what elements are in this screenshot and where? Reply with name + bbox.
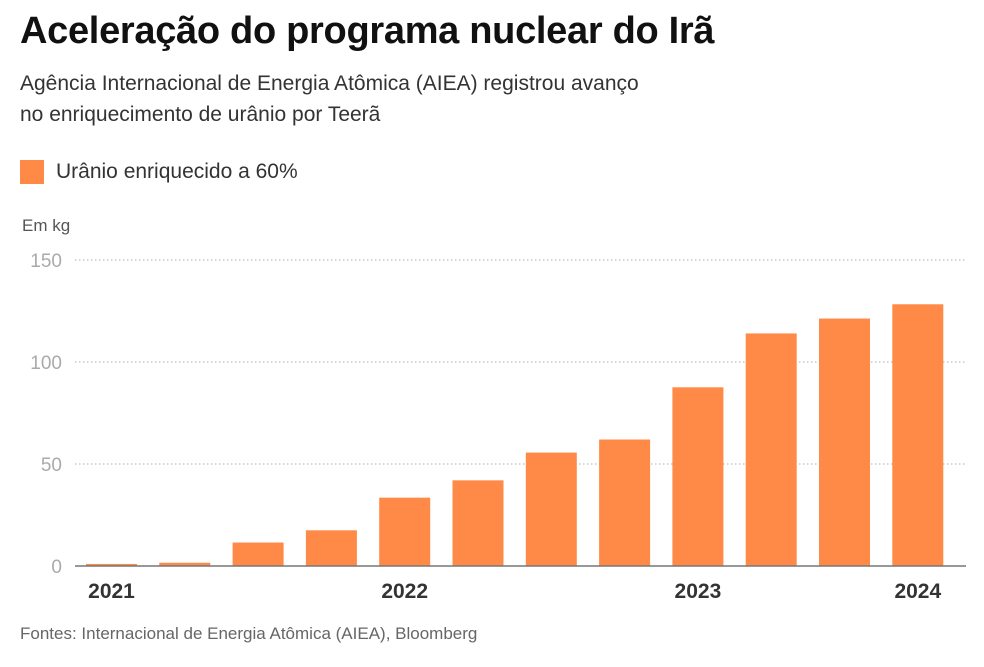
- legend-label: Urânio enriquecido a 60%: [56, 160, 298, 183]
- chart-subtitle: Agência Internacional de Energia Atômica…: [20, 68, 960, 130]
- y-axis-label: Em kg: [22, 216, 71, 235]
- y-tick-label: 100: [30, 353, 62, 374]
- y-tick-label: 50: [41, 455, 62, 476]
- y-tick-label: 150: [30, 251, 62, 272]
- legend-swatch: [20, 160, 44, 184]
- chart-title: Aceleração do programa nuclear do Irã: [20, 10, 715, 52]
- bar: [86, 563, 137, 566]
- bar: [819, 318, 870, 566]
- bar: [892, 304, 944, 566]
- x-tick-label: 2023: [675, 580, 722, 603]
- bar: [525, 452, 577, 566]
- bar: [672, 387, 724, 566]
- x-tick-label: 2021: [88, 580, 135, 603]
- bar: [452, 480, 504, 566]
- legend: Urânio enriquecido a 60%: [20, 160, 298, 184]
- bar: [159, 562, 211, 566]
- bar: [599, 439, 651, 566]
- bar: [745, 333, 797, 566]
- bar: [305, 530, 357, 566]
- x-tick-label: 2022: [381, 580, 428, 603]
- bar: [379, 497, 431, 566]
- subtitle-line-1: Agência Internacional de Energia Atômica…: [20, 72, 639, 95]
- bar: [232, 542, 284, 566]
- source-note: Fontes: Internacional de Energia Atômica…: [20, 624, 478, 643]
- x-tick-label: 2024: [894, 580, 941, 603]
- subtitle-line-2: no enriquecimento de urânio por Teerã: [20, 103, 381, 126]
- y-tick-label: 0: [51, 557, 62, 578]
